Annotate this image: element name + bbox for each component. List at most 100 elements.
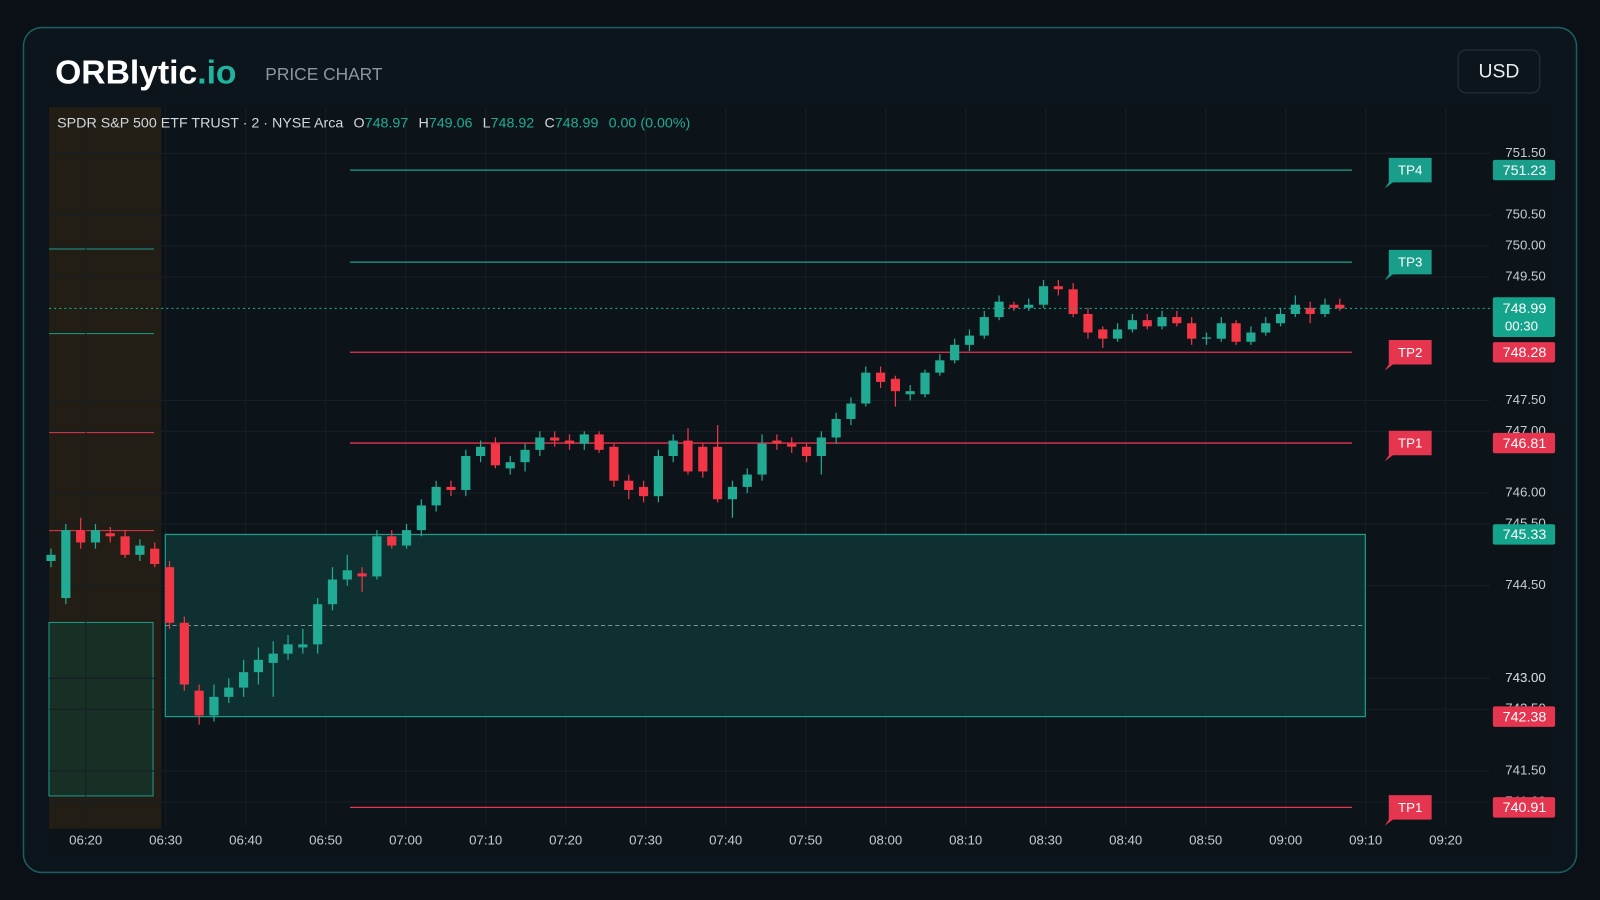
x-tick-label: 06:40 [229, 832, 262, 847]
brand-name: ORBlytic [55, 54, 197, 91]
candle-body [1053, 286, 1063, 290]
x-tick-label: 06:50 [309, 832, 342, 847]
candle-body [76, 530, 86, 543]
candle-body [1038, 286, 1049, 305]
y-tick-label: 746.00 [1505, 485, 1546, 500]
candle-body [742, 474, 752, 487]
candle-body [594, 434, 604, 450]
candle-body [698, 446, 708, 472]
target-label: TP4 [1398, 163, 1422, 178]
x-tick-label: 08:30 [1029, 832, 1062, 847]
candle-body [150, 548, 160, 565]
x-tick-label: 08:00 [869, 832, 902, 847]
candle-body [431, 486, 441, 506]
candle-body [253, 659, 264, 673]
x-tick-label: 06:20 [69, 832, 102, 847]
candle-body [1335, 304, 1345, 309]
candle-body [994, 301, 1004, 318]
candle-body [313, 604, 323, 645]
x-tick-label: 07:10 [469, 832, 502, 847]
h-label: H [419, 115, 429, 131]
x-tick-label: 07:40 [709, 832, 742, 847]
candle-body [135, 545, 145, 555]
level-tag: 740.91 [1503, 800, 1547, 816]
candle-body [1187, 323, 1197, 339]
x-tick-label: 08:10 [949, 832, 982, 847]
x-tick-label: 07:30 [629, 832, 662, 847]
candle-body [1024, 304, 1034, 308]
candle-body [713, 446, 723, 500]
candle-body [1201, 337, 1212, 339]
currency-button-frame[interactable] [1457, 49, 1541, 94]
candle-body [1098, 329, 1108, 339]
candle-body [1142, 320, 1152, 327]
countdown: 00:30 [1505, 318, 1538, 333]
candle-body [564, 440, 575, 444]
candle-body [1246, 332, 1256, 342]
box-top-tag-bg [1492, 524, 1556, 545]
candle-body [505, 462, 515, 469]
level-tag-bg [1492, 797, 1556, 818]
x-tick-label: 09:10 [1349, 832, 1382, 847]
target-label: TP1 [1398, 800, 1422, 815]
o-label: O [354, 115, 365, 131]
l-label: L [483, 115, 491, 131]
candle-body [609, 446, 619, 481]
candle-body [1068, 289, 1078, 314]
candle-body [890, 378, 900, 392]
candle-body [668, 440, 678, 457]
candle-body [801, 446, 812, 457]
candle-body [120, 536, 130, 555]
level-tag: 751.23 [1503, 163, 1547, 179]
candle-body [920, 372, 930, 395]
last-price-bg [1492, 297, 1556, 338]
candle-body [239, 672, 249, 688]
last-price: 748.99 [1503, 301, 1547, 317]
x-tick-label: 09:00 [1269, 832, 1302, 847]
candle-body [535, 437, 545, 450]
candle-body [46, 554, 56, 561]
candle-body [1305, 307, 1315, 314]
level-tag: 748.28 [1503, 345, 1547, 361]
plot [46, 169, 1490, 809]
close-value: 748.99 [555, 115, 599, 131]
candle-body [772, 440, 782, 444]
high-value: 749.06 [429, 115, 473, 131]
candle-body [846, 403, 856, 419]
candle-body [1275, 313, 1286, 324]
candle-body [1320, 304, 1330, 314]
currency-label[interactable]: USD [1479, 61, 1520, 83]
candle-body [387, 536, 397, 546]
symbol: SPDR S&P 500 ETF TRUST · 2 · NYSE Arca [57, 115, 343, 131]
candle-body [490, 443, 501, 466]
open-value: 748.97 [365, 115, 409, 131]
candle-body [283, 644, 293, 654]
candle-body [727, 486, 738, 500]
y-tick-label: 750.00 [1505, 238, 1546, 253]
target-badge [1384, 340, 1432, 371]
candle-body [1083, 313, 1093, 333]
candle-body [905, 391, 915, 395]
low-value: 748.92 [491, 115, 535, 131]
candle-body [875, 372, 886, 382]
candle-body [1261, 323, 1271, 333]
currency-button[interactable]: USD [1457, 49, 1541, 94]
candle-body [1009, 304, 1019, 308]
candle-body [1231, 323, 1241, 342]
candle-body [979, 317, 989, 336]
candle-body [194, 690, 204, 716]
candle-body [446, 486, 456, 490]
candle-body [757, 443, 767, 475]
candle-body [1157, 317, 1167, 327]
candle-body [638, 486, 649, 497]
candle-body [461, 456, 471, 490]
candle-body [964, 335, 975, 345]
candle-body [816, 437, 826, 457]
candle-body [683, 440, 693, 472]
target-badge [1384, 157, 1432, 189]
candle-body [1172, 317, 1182, 324]
x-tick-label: 09:20 [1429, 832, 1462, 847]
c-label: C [544, 115, 554, 131]
x-tick-label: 07:20 [549, 832, 582, 847]
